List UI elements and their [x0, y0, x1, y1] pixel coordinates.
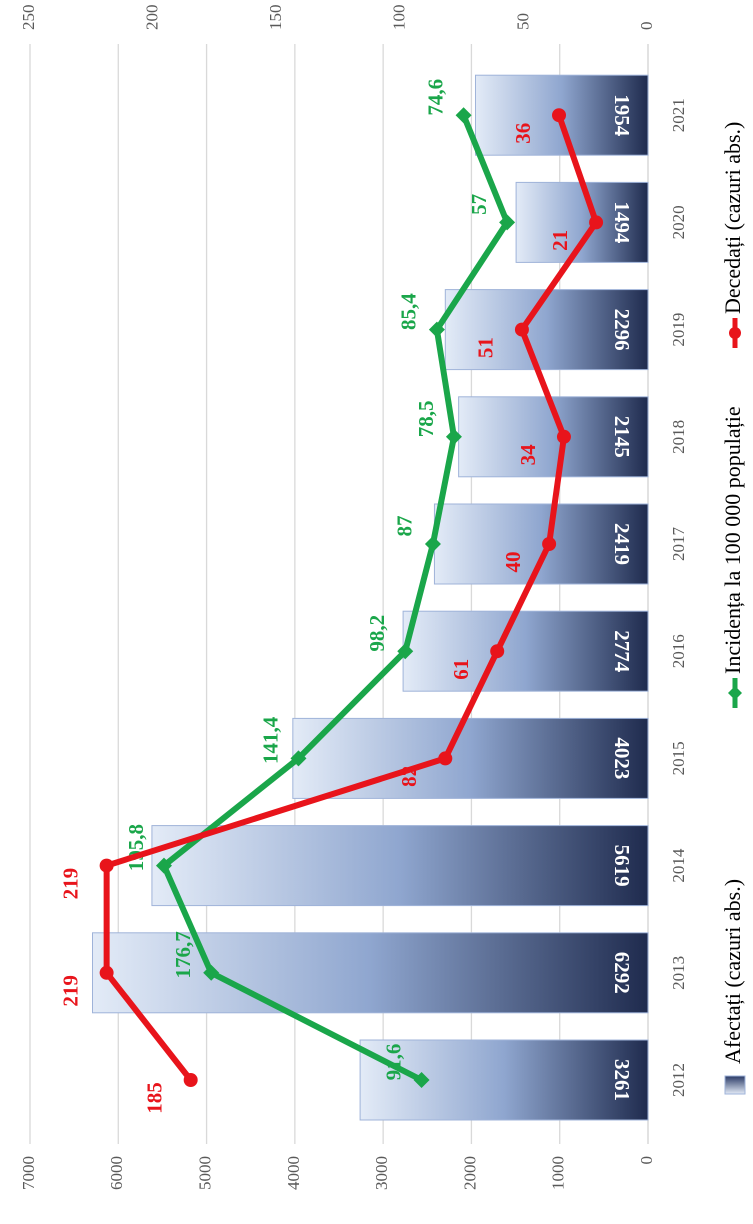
- data-label: 219: [58, 868, 82, 900]
- marker: [99, 965, 114, 980]
- y-tick-label: 3000: [372, 1156, 391, 1190]
- marker: [514, 322, 529, 337]
- marker: [397, 643, 414, 660]
- bar-label: 3261: [610, 1059, 634, 1101]
- x-tick-label: 2020: [669, 205, 688, 239]
- marker: [589, 215, 604, 230]
- y2-tick-label: 250: [19, 5, 38, 31]
- bar: [359, 1039, 649, 1121]
- line: [103, 114, 600, 1082]
- legend-label: Decedați (cazuri abs.): [720, 122, 745, 314]
- bar: [92, 932, 649, 1014]
- bar-label: 2419: [610, 523, 634, 565]
- data-label: 219: [58, 975, 82, 1007]
- marker: [445, 428, 462, 445]
- y-tick-label: 5000: [195, 1156, 214, 1190]
- marker: [542, 537, 557, 551]
- line: [160, 114, 511, 1083]
- data-label: 21: [548, 230, 572, 251]
- y2-tick-label: 50: [513, 13, 532, 30]
- marker: [556, 429, 571, 444]
- marker: [438, 751, 453, 766]
- x-tick-label: 2019: [669, 313, 688, 347]
- data-label: 61: [449, 659, 473, 680]
- x-tick-label: 2015: [669, 741, 688, 775]
- data-label: 85,4: [397, 293, 421, 330]
- data-label: 82: [397, 766, 421, 787]
- y-tick-label: 1000: [549, 1156, 568, 1190]
- data-label: 51: [474, 337, 498, 358]
- data-label: 34: [516, 444, 540, 466]
- x-tick-label: 2016: [669, 634, 688, 668]
- x-tick-label: 2012: [669, 1063, 688, 1097]
- legend-marker: [729, 327, 741, 339]
- bar-label: 5619: [610, 845, 634, 887]
- legend-swatch: [724, 1075, 746, 1095]
- legend-label: Afectați (cazuri abs.): [720, 879, 745, 1064]
- x-tick-label: 2021: [669, 98, 688, 132]
- marker: [155, 857, 172, 874]
- data-label: 91,6: [381, 1044, 405, 1081]
- data-label: 57: [467, 194, 491, 215]
- marker: [490, 644, 505, 659]
- plot: 0 1000 2000 3000 4000 5000 6000 7000 0 50 100 150 20…: [19, 5, 746, 1190]
- bar-label: 1954: [610, 94, 634, 137]
- bar-label: 2296: [610, 309, 634, 351]
- y-tick-label: 6000: [107, 1156, 126, 1190]
- data-label: 98,2: [365, 615, 389, 652]
- data-label: 176,7: [171, 931, 195, 978]
- marker: [499, 214, 516, 231]
- marker: [99, 858, 114, 873]
- data-label: 141,4: [258, 716, 282, 764]
- y-tick-label: 4000: [284, 1156, 303, 1190]
- marker: [183, 1073, 198, 1087]
- y2-tick-label: 150: [266, 5, 285, 31]
- data-label: 40: [501, 552, 525, 573]
- marker: [290, 750, 307, 767]
- bar-label: 1494: [610, 201, 634, 244]
- y-tick-label: 7000: [19, 1156, 38, 1190]
- data-label: 78,5: [414, 400, 438, 437]
- data-label: 36: [511, 123, 535, 144]
- x-tick-label: 2018: [669, 420, 688, 454]
- marker: [203, 964, 220, 981]
- marker: [552, 108, 567, 123]
- y2-tick-label: 100: [390, 5, 409, 31]
- y2-tick-label: 200: [143, 5, 162, 31]
- bar: [292, 717, 649, 799]
- marker: [428, 321, 445, 338]
- bar: [151, 825, 649, 907]
- bar-label: 2774: [610, 630, 634, 673]
- marker: [455, 107, 472, 124]
- bar-label: 2145: [610, 416, 634, 458]
- x-tick-label: 2014: [669, 848, 688, 883]
- data-label: 74,6: [423, 79, 447, 116]
- marker: [413, 1072, 430, 1088]
- bar-label: 6292: [610, 952, 634, 994]
- y-tick-label: 0: [637, 1156, 656, 1165]
- y-tick-label: 2000: [460, 1156, 479, 1190]
- data-label: 185: [142, 1082, 166, 1114]
- x-tick-label: 2017: [669, 527, 688, 562]
- legend-marker: [728, 686, 742, 700]
- legend-label: Incidența la 100 000 populație: [720, 406, 745, 674]
- data-label: 195,8: [124, 824, 148, 871]
- marker: [424, 536, 441, 552]
- data-label: 87: [393, 516, 417, 537]
- bar-label: 4023: [610, 737, 634, 779]
- y2-tick-label: 0: [637, 22, 656, 31]
- x-tick-label: 2013: [669, 956, 688, 990]
